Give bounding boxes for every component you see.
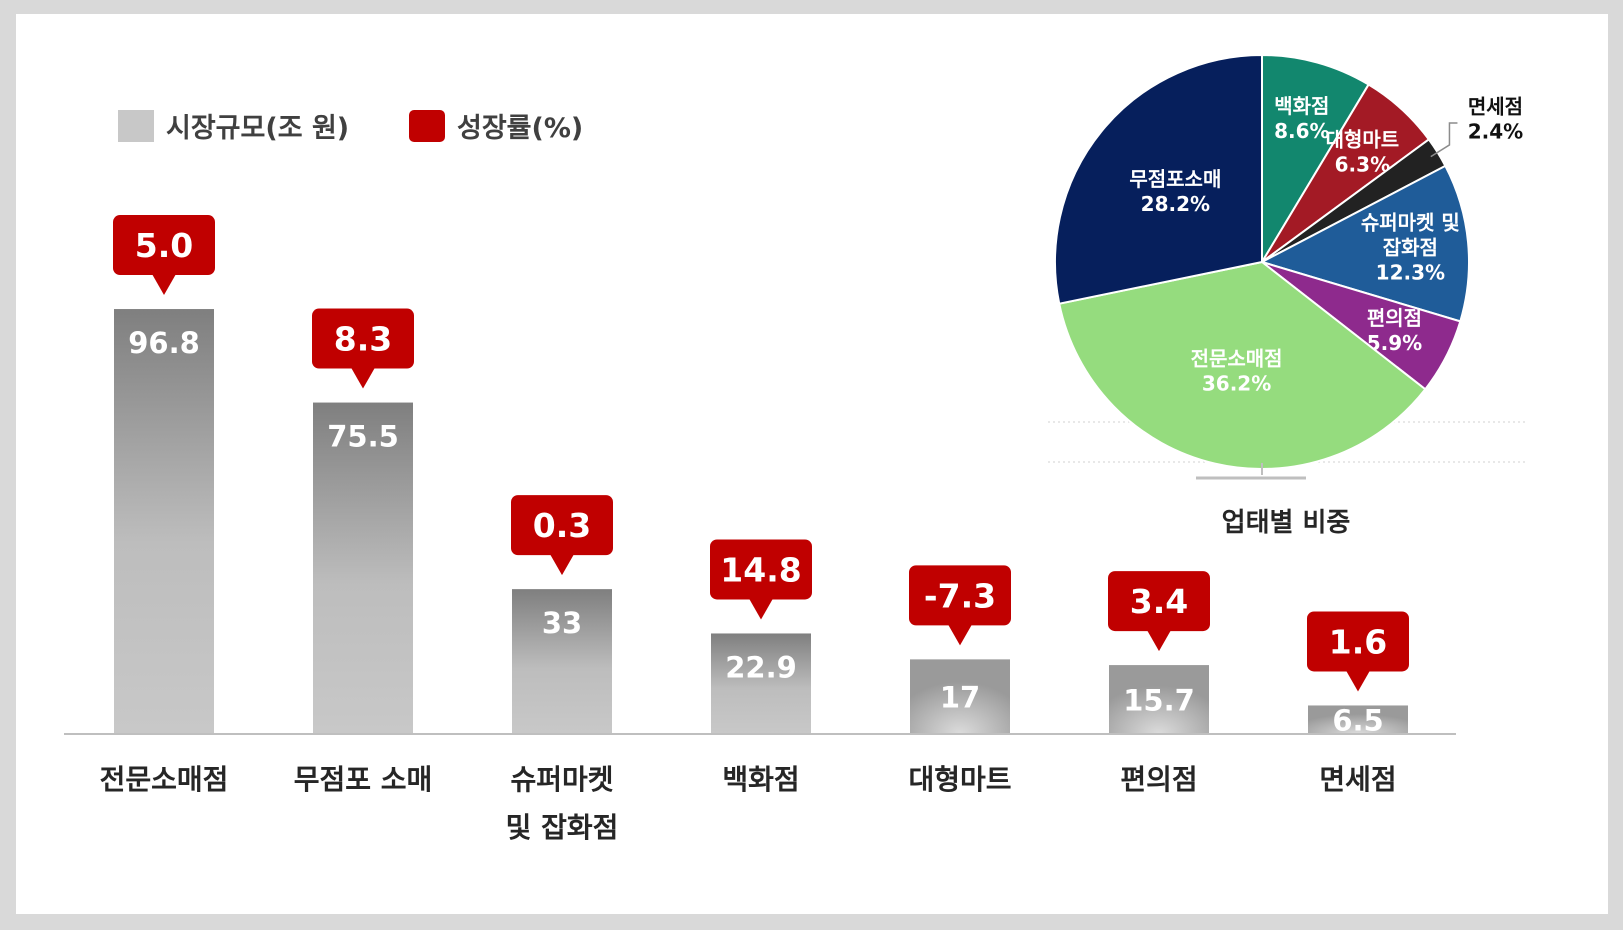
growth-callout xyxy=(312,308,414,369)
pie-slice-label-line: 12.3% xyxy=(1376,261,1445,285)
legend-swatch-gray xyxy=(118,109,154,142)
growth-value-label: 14.8 xyxy=(720,550,801,589)
growth-callout-pointer xyxy=(948,624,972,646)
category-label-line: 편의점 xyxy=(1120,763,1198,796)
growth-callout xyxy=(710,539,812,600)
growth-callout-pointer xyxy=(749,598,773,620)
growth-callout-pointer xyxy=(152,274,176,296)
growth-value-label: 5.0 xyxy=(135,226,193,265)
growth-value-label: -7.3 xyxy=(924,576,996,615)
bar-value-label: 75.5 xyxy=(327,420,399,454)
category-label: 백화점 xyxy=(661,756,861,804)
legend-item-market-size: 시장규모(조 원) xyxy=(118,106,349,145)
legend-label-growth-rate: 성장률(%) xyxy=(457,113,584,144)
pie-slice-label-line: 전문소매점 xyxy=(1191,346,1283,370)
growth-callout-pointer xyxy=(1346,670,1370,692)
bar-market-size xyxy=(910,659,1010,734)
bar-value-label: 96.8 xyxy=(128,326,200,360)
category-label-line: 무점포 소매 xyxy=(293,763,433,796)
pie-slice-label-line: 슈퍼마켓 및 xyxy=(1361,211,1460,235)
pie-slice xyxy=(1054,53,1263,305)
bar-market-size xyxy=(512,589,612,734)
category-label-line: 면세점 xyxy=(1319,763,1397,796)
bar-value-label: 6.5 xyxy=(1332,704,1383,738)
legend-swatch-red xyxy=(409,109,445,142)
bar-value-label: 33 xyxy=(542,606,582,640)
category-label: 대형마트 xyxy=(860,756,1060,804)
pie-slice-label: 슈퍼마켓 및 잡화점 12.3% xyxy=(1361,211,1460,285)
pie-slice-label-line: 6.3% xyxy=(1335,152,1390,176)
pie-slice xyxy=(1259,164,1470,323)
bar-market-size xyxy=(114,309,214,734)
category-label: 무점포 소매 xyxy=(263,756,463,804)
pie-slice-label-line: 면세점 xyxy=(1468,94,1523,118)
pie-slice-label: 면세점 2.4% xyxy=(1468,94,1523,143)
category-label-line: 및 잡화점 xyxy=(505,811,619,844)
growth-value-label: 1.6 xyxy=(1329,622,1387,661)
pie-slice-label-line: 36.2% xyxy=(1202,371,1271,395)
pie-slice-label-line: 잡화점 xyxy=(1383,236,1438,260)
growth-callout-pointer xyxy=(351,367,375,389)
category-label-line: 전문소매점 xyxy=(99,763,229,796)
pie-slice-label: 전문소매점 36.2% xyxy=(1191,346,1283,395)
bar-value-label: 15.7 xyxy=(1123,684,1195,718)
legend-label-market-size: 시장규모(조 원) xyxy=(166,113,350,144)
bar-market-size xyxy=(711,633,811,734)
pie-chart: 백화점 8.6%대형마트 6.3% 면세점 2.4% 슈퍼마켓 및 잡화점 12.3% 편의점 5… xyxy=(1048,53,1526,480)
pie-slice-label-line: 대형마트 xyxy=(1326,127,1400,151)
growth-callout xyxy=(1108,571,1210,632)
bar-market-size xyxy=(1109,665,1209,734)
category-label-line: 슈퍼마켓 xyxy=(510,763,614,796)
legend-item-growth-rate: 성장률(%) xyxy=(409,106,583,145)
growth-value-label: 8.3 xyxy=(334,320,392,359)
pie-slice-label: 무점포소매 28.2% xyxy=(1129,167,1221,216)
pie-slice-label-line: 무점포소매 xyxy=(1129,167,1221,191)
bar-chart: 96.8 5.0 75.5 8.3 33 0.3 22.9 14.8 17 -7.3 15.7 3.4… xyxy=(64,215,1456,738)
pie-slice-label-line: 편의점 xyxy=(1367,306,1422,330)
growth-value-label: 3.4 xyxy=(1130,582,1188,621)
growth-callout xyxy=(1307,611,1409,672)
pie-slice-label-line: 2.4% xyxy=(1468,119,1523,143)
category-label-line: 백화점 xyxy=(722,763,800,796)
bar-market-size xyxy=(313,402,413,734)
pie-slice-label-line: 8.6% xyxy=(1274,119,1329,143)
pie-slice-label: 대형마트 6.3% xyxy=(1326,127,1400,176)
pie-slice xyxy=(1058,260,1427,471)
growth-callout-pointer xyxy=(550,554,574,576)
growth-callout xyxy=(113,215,215,276)
bar-market-size xyxy=(1308,705,1408,734)
category-label: 편의점 xyxy=(1059,756,1259,804)
growth-callout xyxy=(511,495,613,556)
bar-value-label: 22.9 xyxy=(725,650,797,684)
growth-callout xyxy=(909,565,1011,626)
category-label: 전문소매점 xyxy=(64,756,264,804)
pie-slice-label-line: 28.2% xyxy=(1141,192,1210,216)
pie-slice-label: 백화점 8.6% xyxy=(1274,94,1329,143)
chart-frame: 시장규모(조 원) 성장률(%) 96.8 5.0 75.5 8.3 33 0.3 22.9… xyxy=(16,14,1608,914)
growth-value-label: 0.3 xyxy=(533,506,591,545)
pie-leader-line xyxy=(1430,122,1458,158)
category-label: 면세점 xyxy=(1258,756,1458,804)
bar-value-label: 17 xyxy=(940,681,980,715)
pie-slice-label-line: 백화점 xyxy=(1274,94,1329,118)
category-label-line: 대형마트 xyxy=(908,763,1012,796)
growth-callout-pointer xyxy=(1147,630,1171,652)
pie-slice-label: 편의점 5.9% xyxy=(1367,306,1422,355)
pie-chart-title: 업태별 비중 xyxy=(1221,508,1351,538)
pie-slice xyxy=(1261,53,1370,266)
